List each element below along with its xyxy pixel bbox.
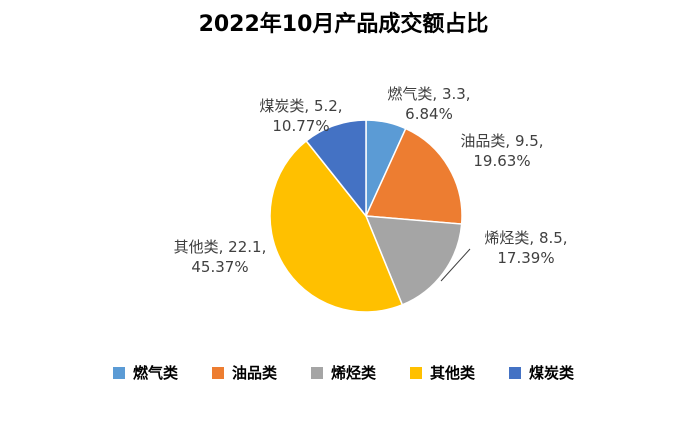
legend-item-2: 油品类 xyxy=(211,362,277,383)
data-label-percent: 10.77% xyxy=(272,117,330,135)
data-label-name-value: 燃气类, 3.3, xyxy=(387,85,471,103)
leader-lines xyxy=(440,248,471,282)
legend-item-4: 其他类 xyxy=(410,362,475,383)
data-label-percent: 19.63% xyxy=(473,152,531,170)
data-label-percent: 6.84% xyxy=(405,105,453,123)
pie-slice-2 xyxy=(364,127,463,225)
legend-swatch xyxy=(112,366,125,379)
data-label-name-value: 油品类, 9.5, xyxy=(460,132,544,150)
legend-label: 油品类 xyxy=(231,364,277,382)
data-label-4: 其他类, 22.1, 45.37% xyxy=(160,237,280,277)
legend-label: 其他类 xyxy=(430,364,476,382)
data-label-2: 油品类, 9.5, 19.63% xyxy=(446,131,558,171)
data-label-percent: 45.37% xyxy=(191,258,249,276)
pie-slices xyxy=(269,119,463,313)
legend-swatch xyxy=(211,366,224,379)
legend-item-1: 燃气类 xyxy=(112,362,178,383)
legend-label: 煤炭类 xyxy=(529,364,575,382)
legend-label: 燃气类 xyxy=(132,364,178,382)
legend: 燃气类 油品类 烯烃类 其他类 煤炭类 xyxy=(0,362,687,383)
data-label-name-value: 其他类, 22.1, xyxy=(173,238,267,256)
data-label-name-value: 煤炭类, 5.2, xyxy=(259,97,343,115)
legend-swatch xyxy=(310,366,323,379)
pie-slice-4 xyxy=(269,139,404,313)
legend-item-5: 煤炭类 xyxy=(509,362,574,383)
chart-title: 2022年10月产品成交额占比 xyxy=(198,12,489,37)
data-label-5: 煤炭类, 5.2, 10.77% xyxy=(245,96,357,136)
legend-swatch xyxy=(509,366,522,379)
data-label-name-value: 烯烃类, 8.5, xyxy=(484,229,568,247)
data-label-3: 烯烃类, 8.5, 17.39% xyxy=(470,228,582,268)
legend-item-3: 烯烃类 xyxy=(310,362,376,383)
leader-line-3 xyxy=(440,248,471,282)
legend-label: 烯烃类 xyxy=(330,364,376,382)
data-label-1: 燃气类, 3.3, 6.84% xyxy=(373,84,485,124)
data-label-percent: 17.39% xyxy=(497,249,555,267)
pie-slice-3 xyxy=(364,215,463,306)
legend-swatch xyxy=(410,366,422,379)
pie-slice-5 xyxy=(305,119,367,219)
